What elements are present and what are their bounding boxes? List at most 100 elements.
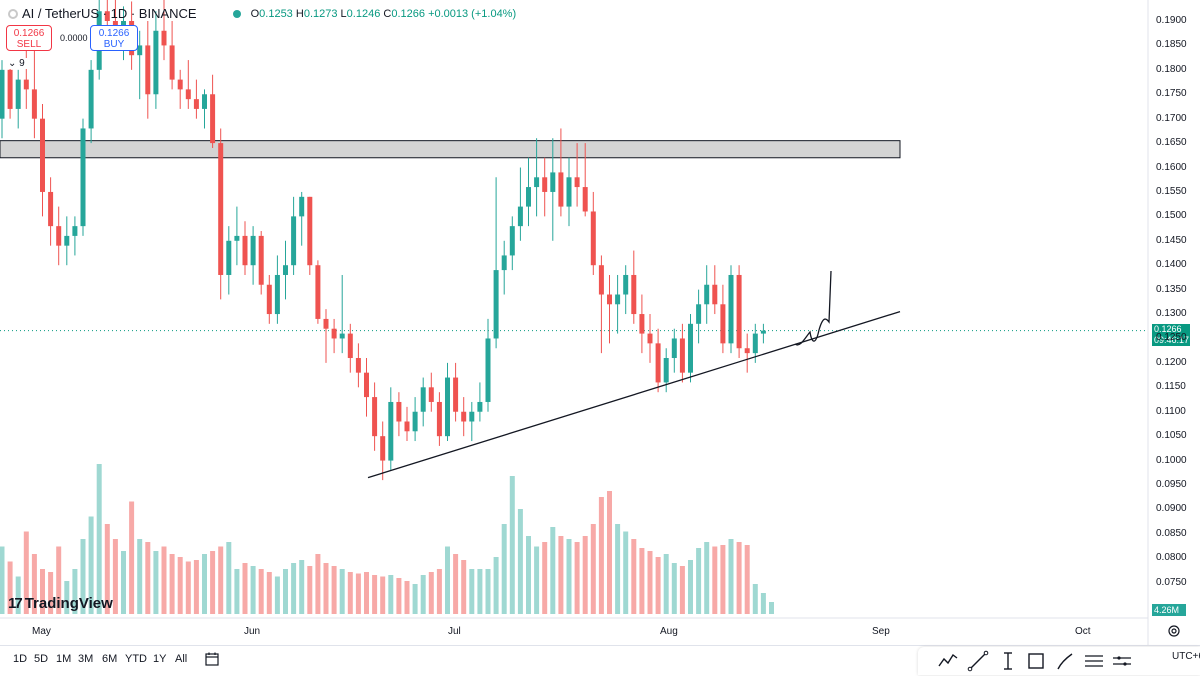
ruler-icon[interactable] — [1110, 649, 1134, 673]
volume-bar — [185, 561, 191, 614]
buy-button[interactable]: 0.1266 BUY — [90, 25, 138, 51]
volume-bar — [145, 542, 151, 614]
candle-body — [461, 411, 467, 422]
projection-path — [794, 270, 832, 346]
volume-bar — [607, 491, 612, 614]
timeframe-button-6m[interactable]: 6M — [102, 653, 118, 665]
volume-bar — [704, 542, 710, 614]
volume-bar — [720, 545, 726, 614]
volume-bar — [679, 566, 685, 614]
volume-bar — [623, 531, 629, 614]
volume-bar — [291, 563, 297, 614]
volume-bar — [517, 509, 523, 614]
text-icon[interactable] — [996, 649, 1020, 673]
volume-bar — [250, 566, 256, 614]
candle-body — [582, 187, 588, 212]
candle-body — [177, 79, 183, 90]
volume-bar — [258, 569, 264, 614]
volume-bar — [169, 554, 175, 614]
sell-price: 0.1266 — [13, 28, 45, 39]
volume-bar — [48, 572, 54, 614]
tradingview-logo[interactable]: 17 TradingView — [8, 595, 113, 612]
bar-countdown: 09:46:17 — [1154, 335, 1190, 345]
symbol-title[interactable]: AI / TetherUS · 1D · BINANCE — [22, 6, 197, 21]
candle-body — [137, 45, 143, 56]
volume-bar — [323, 563, 329, 614]
volume-bar — [582, 536, 588, 614]
volume-bar — [80, 539, 86, 614]
candle-body — [226, 240, 232, 275]
volume-bar — [550, 527, 556, 614]
candle-body — [202, 94, 207, 109]
indicators-toggle[interactable]: ⌄ 9 — [6, 58, 27, 69]
candle-body — [388, 401, 394, 461]
candle-body — [517, 206, 523, 227]
volume-bar — [121, 551, 126, 614]
candle-body — [623, 274, 629, 295]
volume-bar — [299, 560, 305, 614]
candle-body — [355, 358, 361, 373]
candle-body — [615, 294, 621, 305]
timeframe-button-1m[interactable]: 1M — [56, 653, 72, 665]
volume-bar — [193, 560, 199, 614]
candle-body — [534, 177, 540, 188]
time-axis-label: Aug — [660, 626, 678, 637]
calendar-goto-icon[interactable] — [205, 652, 219, 666]
settings-gear-icon[interactable] — [1167, 624, 1181, 638]
volume-bar — [226, 542, 232, 614]
timeframe-button-1y[interactable]: 1Y — [153, 653, 167, 665]
candle-body — [574, 177, 580, 188]
candle-body — [283, 265, 288, 275]
candle-body — [671, 338, 677, 359]
volume-bar — [509, 476, 515, 614]
line-icon[interactable] — [966, 649, 990, 673]
candle-body — [712, 284, 718, 305]
pattern-icon[interactable] — [936, 649, 960, 673]
timeframe-button-all[interactable]: All — [175, 653, 188, 665]
candle-body — [760, 330, 766, 334]
candle-body — [23, 79, 29, 90]
volume-bar — [558, 536, 564, 614]
rectangle-icon[interactable] — [1024, 649, 1048, 673]
candle-body — [307, 196, 313, 266]
brush-icon[interactable] — [1054, 649, 1078, 673]
sell-label: SELL — [16, 39, 42, 50]
candle-body — [145, 45, 151, 95]
candle-body — [299, 196, 305, 217]
timeframe-button-3m[interactable]: 3M — [78, 653, 94, 665]
candle-body — [48, 191, 54, 227]
candle-body — [31, 89, 37, 119]
candle-body — [153, 30, 159, 95]
price-axis-label: 0.1250 — [1156, 332, 1187, 344]
sell-button[interactable]: 0.1266 SELL — [6, 25, 52, 51]
volume-bar — [380, 576, 386, 614]
volume-bar — [663, 554, 669, 614]
candle-body — [688, 323, 693, 373]
price-axis-label: 0.0950 — [1156, 479, 1187, 490]
candle-body — [339, 333, 345, 339]
ohlc-readout: O0.1253 H0.1273 L0.1246 C0.1266 +0.0013 … — [250, 7, 517, 20]
candle-body — [509, 226, 515, 256]
price-axis-label: 0.1200 — [1156, 356, 1187, 368]
volume-bar — [493, 557, 499, 614]
drawing-toolbar — [918, 647, 1200, 675]
timeframe-button-ytd[interactable]: YTD — [125, 653, 147, 665]
volume-bar — [696, 548, 702, 614]
fib-icon[interactable] — [1082, 649, 1106, 673]
volume-bar — [177, 557, 183, 614]
volume-bar — [104, 524, 110, 614]
candle-body — [493, 270, 499, 339]
timeframe-button-1d[interactable]: 1D — [13, 653, 28, 665]
candle-body — [590, 211, 596, 266]
candle-body — [752, 333, 758, 354]
price-axis-label: 0.1550 — [1156, 185, 1187, 197]
candle-body — [453, 377, 459, 412]
candle-body — [607, 294, 612, 305]
candle-body — [193, 99, 199, 109]
volume-bar — [485, 569, 491, 614]
timezone-label[interactable]: UTC+6 — [1172, 651, 1200, 662]
buy-price: 0.1266 — [98, 28, 130, 39]
timeframe-button-5d[interactable]: 5D — [34, 653, 49, 665]
volume-bar — [598, 497, 604, 614]
